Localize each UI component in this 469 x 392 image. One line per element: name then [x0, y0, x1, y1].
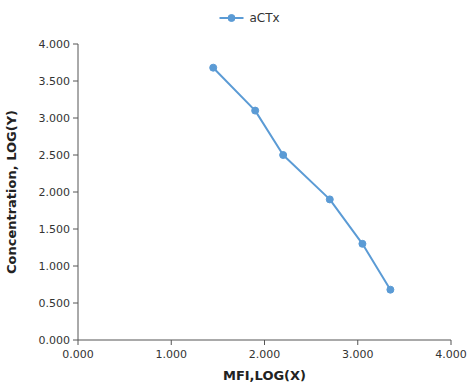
- x-axis-label: MFI,LOG(X): [223, 368, 306, 383]
- y-tick: [73, 81, 78, 82]
- x-tick: [264, 340, 265, 345]
- y-tick: [73, 266, 78, 267]
- y-axis-label: Concentration, LOG(Y): [4, 110, 19, 274]
- y-tick-label: 4.000: [39, 38, 71, 51]
- x-tick: [357, 340, 358, 345]
- legend: aCTx: [220, 11, 280, 25]
- x-tick: [451, 340, 452, 345]
- series-marker: [387, 286, 394, 293]
- y-tick: [73, 192, 78, 193]
- x-tick-label: 3.000: [342, 348, 374, 361]
- plot-area: [210, 64, 394, 293]
- y-tick-label: 0.000: [39, 334, 71, 347]
- y-tick: [73, 340, 78, 341]
- y-tick-label: 2.000: [39, 186, 71, 199]
- series-marker: [280, 152, 287, 159]
- legend-label: aCTx: [250, 11, 280, 25]
- y-tick-label: 0.500: [39, 297, 71, 310]
- axes: 0.000 1.000 2.000 3.000 4.000 0.000 0.500 1.000…: [39, 38, 467, 361]
- x-tick-label: 4.000: [435, 348, 467, 361]
- chart-container: 0.000 1.000 2.000 3.000 4.000 0.000 0.500 1.000…: [0, 0, 469, 392]
- x-tick-label: 2.000: [249, 348, 281, 361]
- series-marker: [252, 107, 259, 114]
- y-tick-label: 1.500: [39, 223, 71, 236]
- y-tick-label: 1.000: [39, 260, 71, 273]
- y-tick: [73, 229, 78, 230]
- y-tick: [73, 118, 78, 119]
- series-marker: [359, 240, 366, 247]
- series-marker: [210, 64, 217, 71]
- y-tick-label: 3.500: [39, 75, 71, 88]
- legend-marker: [228, 15, 235, 22]
- series-line: [213, 68, 390, 290]
- y-tick-label: 3.000: [39, 112, 71, 125]
- series-marker: [326, 196, 333, 203]
- x-tick-label: 0.000: [62, 348, 94, 361]
- y-tick-label: 2.500: [39, 149, 71, 162]
- x-tick-label: 1.000: [156, 348, 188, 361]
- chart-svg: 0.000 1.000 2.000 3.000 4.000 0.000 0.500 1.000…: [0, 0, 469, 392]
- x-tick: [78, 340, 79, 345]
- y-tick: [73, 44, 78, 45]
- y-tick: [73, 303, 78, 304]
- x-tick: [171, 340, 172, 345]
- y-tick: [73, 155, 78, 156]
